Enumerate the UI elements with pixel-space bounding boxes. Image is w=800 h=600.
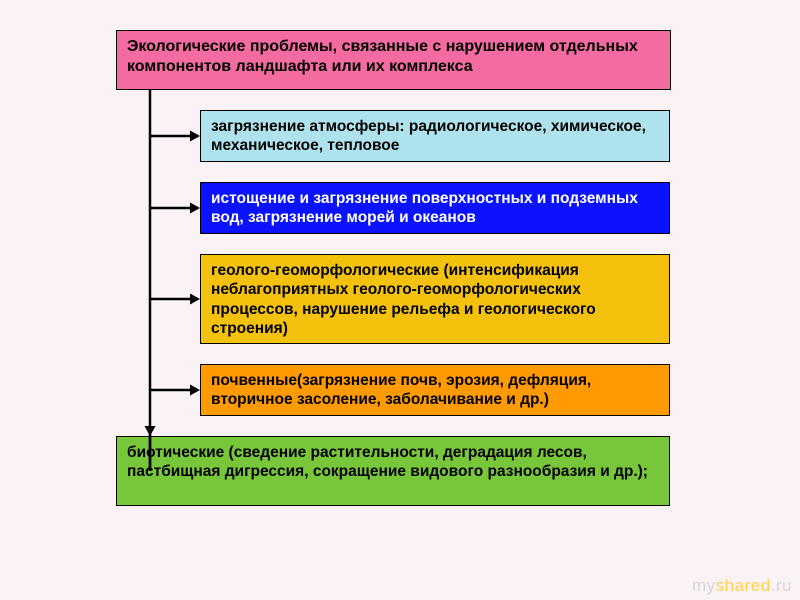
child-box: истощение и загрязнение поверхностных и … — [200, 182, 670, 234]
watermark-prefix: my — [692, 576, 716, 595]
child-box: геолого-геоморфологические (интенсификац… — [200, 254, 670, 344]
diagram-stage: Экологические проблемы, связанные с нару… — [0, 0, 800, 600]
watermark-accent: shared — [716, 576, 771, 595]
child-box: загрязнение атмосферы: радиологическое, … — [200, 110, 670, 162]
watermark: myshared.ru — [692, 576, 792, 596]
child-box: биотические (сведение растительности, де… — [116, 436, 670, 506]
watermark-suffix: .ru — [771, 576, 792, 595]
root-box: Экологические проблемы, связанные с нару… — [116, 30, 671, 90]
child-box: почвенные(загрязнение почв, эрозия, дефл… — [200, 364, 670, 416]
